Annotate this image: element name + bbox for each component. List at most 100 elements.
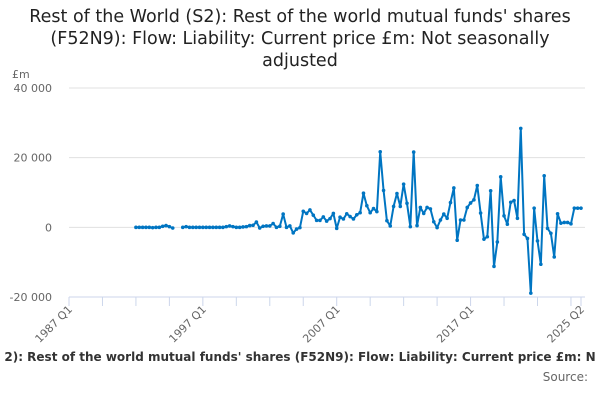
- x-tick-label: 2025 Q2: [545, 303, 588, 346]
- data-point: [338, 215, 342, 220]
- data-point: [294, 227, 299, 231]
- data-point: [488, 188, 493, 193]
- data-point: [552, 255, 557, 259]
- data-point: [535, 239, 540, 243]
- data-point: [251, 223, 255, 228]
- data-point: [498, 175, 503, 179]
- data-point: [468, 201, 473, 205]
- data-point: [555, 211, 560, 216]
- y-tick-label: 20 000: [14, 152, 53, 165]
- data-point: [502, 214, 506, 218]
- data-point: [348, 214, 352, 219]
- data-point: [140, 225, 145, 230]
- data-point: [194, 225, 198, 230]
- data-point: [415, 223, 419, 228]
- data-point: [180, 225, 185, 230]
- data-point: [388, 224, 393, 228]
- y-tick-label: 40 000: [14, 82, 53, 95]
- data-point: [298, 225, 302, 230]
- data-point: [278, 224, 282, 229]
- data-point: [485, 234, 490, 239]
- data-point: [134, 225, 138, 230]
- data-point: [505, 222, 510, 226]
- data-point: [562, 220, 567, 225]
- data-point: [284, 225, 289, 230]
- data-point: [565, 220, 570, 225]
- data-point: [344, 211, 349, 216]
- data-point: [495, 240, 500, 244]
- data-point: [559, 221, 563, 225]
- data-point: [525, 236, 530, 241]
- x-tick-label: 2017 Q1: [434, 303, 477, 346]
- data-point: [579, 206, 583, 210]
- data-point: [144, 225, 148, 230]
- y-axis-unit-label: £m: [12, 68, 30, 81]
- data-point: [241, 225, 245, 229]
- data-point: [184, 224, 188, 229]
- data-point: [271, 221, 275, 226]
- data-point: [267, 224, 272, 228]
- data-point: [465, 205, 470, 210]
- data-point: [445, 216, 449, 221]
- data-point: [435, 225, 439, 230]
- data-point: [170, 226, 175, 230]
- chart-title: Rest of the World (S2): Rest of the worl…: [29, 7, 571, 71]
- data-point: [381, 188, 386, 193]
- data-point: [462, 218, 466, 222]
- chart-caption: 2): Rest of the world mutual funds' shar…: [4, 350, 596, 364]
- data-point: [539, 262, 543, 267]
- data-point: [375, 209, 379, 214]
- data-point: [147, 225, 152, 230]
- data-point: [455, 238, 459, 243]
- data-point: [378, 149, 383, 154]
- data-point: [428, 207, 433, 211]
- data-point: [522, 232, 526, 237]
- y-tick-label: -20 000: [10, 291, 52, 304]
- data-point: [154, 225, 158, 230]
- data-point: [311, 213, 316, 217]
- data-point: [261, 224, 265, 229]
- data-point: [318, 218, 322, 223]
- data-point: [137, 225, 142, 230]
- x-tick-label: 1987 Q1: [33, 303, 76, 346]
- data-point: [224, 224, 229, 229]
- data-point: [237, 225, 242, 230]
- x-tick-label: 2007 Q1: [300, 303, 343, 346]
- data-point: [291, 231, 296, 235]
- data-point: [150, 225, 155, 230]
- data-point: [197, 225, 202, 230]
- data-point: [575, 206, 580, 210]
- data-point: [304, 211, 309, 216]
- data-point: [492, 264, 496, 269]
- data-point: [472, 198, 476, 202]
- data-point: [211, 225, 215, 230]
- data-point: [549, 231, 553, 236]
- data-point: [214, 225, 219, 230]
- data-point: [160, 224, 165, 229]
- data-point: [405, 201, 409, 206]
- source-label: Source:: [542, 370, 588, 384]
- data-point: [371, 206, 376, 211]
- data-point: [441, 212, 446, 216]
- data-point: [368, 210, 372, 215]
- data-point: [157, 225, 162, 230]
- data-point: [431, 219, 436, 224]
- data-point: [529, 291, 533, 295]
- data-point: [351, 217, 356, 221]
- data-point: [482, 237, 486, 241]
- data-point: [408, 224, 413, 229]
- data-point: [438, 218, 443, 222]
- data-point: [512, 198, 516, 203]
- data-point: [207, 225, 212, 230]
- data-point: [164, 223, 168, 228]
- data-point: [395, 191, 399, 196]
- data-point: [361, 191, 366, 195]
- data-point: [204, 225, 209, 230]
- data-point: [542, 173, 546, 178]
- data-point: [532, 206, 536, 210]
- data-point: [264, 224, 269, 228]
- data-point: [398, 204, 403, 209]
- series-line: [182, 127, 581, 295]
- data-point: [321, 215, 326, 219]
